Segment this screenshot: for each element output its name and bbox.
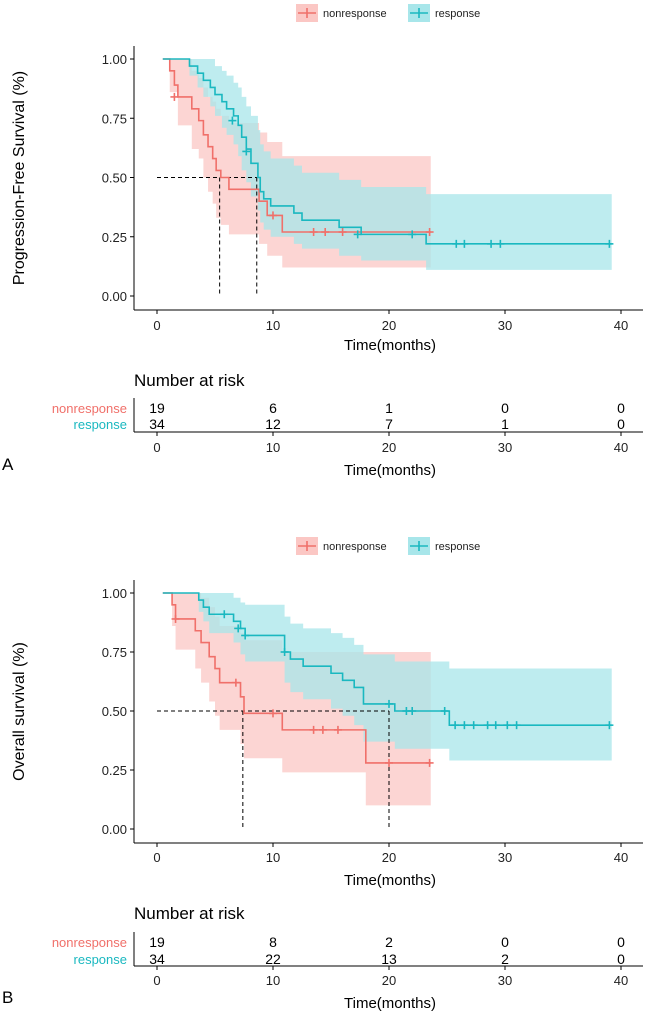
risk-x-tick-label: 20 — [382, 440, 396, 455]
risk-x-axis-title: Time(months) — [344, 462, 436, 479]
survival-curve-response — [162, 592, 612, 726]
y-axis-title: Progression-Free Survival (%) — [11, 71, 28, 285]
ci-band-nonresponse — [162, 593, 431, 806]
risk-table-title: Number at risk — [134, 904, 245, 923]
risk-value-response: 0 — [617, 416, 625, 432]
risk-x-tick-label: 30 — [498, 440, 512, 455]
risk-value-response: 12 — [265, 416, 281, 432]
x-tick-label: 40 — [614, 318, 628, 333]
legend-label-response: response — [435, 8, 480, 20]
risk-value-response: 2 — [501, 951, 509, 967]
ci-band-response — [162, 59, 612, 270]
risk-value-nonresponse: 19 — [149, 934, 165, 950]
x-tick-label: 0 — [153, 318, 160, 333]
legend-label-nonresponse: nonresponse — [323, 541, 387, 553]
risk-value-response: 13 — [381, 951, 397, 967]
x-axis-title: Time(months) — [344, 872, 436, 889]
risk-x-axis-title: Time(months) — [344, 995, 436, 1012]
risk-value-response: 1 — [501, 416, 509, 432]
risk-row-label-nonresponse: nonresponse — [52, 935, 127, 950]
y-tick-label: 0.75 — [102, 645, 127, 660]
risk-x-tick-label: 40 — [614, 973, 628, 988]
risk-value-nonresponse: 1 — [385, 400, 393, 416]
y-tick-label: 0.50 — [102, 704, 127, 719]
risk-x-tick-label: 0 — [153, 973, 160, 988]
panel-label: A — [2, 455, 14, 474]
x-tick-label: 40 — [614, 850, 628, 865]
risk-table-title: Number at risk — [134, 371, 245, 390]
risk-value-response: 22 — [265, 951, 281, 967]
legend-label-response: response — [435, 541, 480, 553]
y-tick-label: 1.00 — [102, 52, 127, 67]
y-tick-label: 0.00 — [102, 822, 127, 837]
legend-label-nonresponse: nonresponse — [323, 8, 387, 20]
y-tick-label: 0.50 — [102, 171, 127, 186]
survival-curve-nonresponse — [162, 58, 431, 233]
risk-x-tick-label: 30 — [498, 973, 512, 988]
risk-value-nonresponse: 8 — [269, 934, 277, 950]
risk-value-nonresponse: 2 — [385, 934, 393, 950]
risk-row-label-response: response — [74, 417, 127, 432]
risk-row-label-nonresponse: nonresponse — [52, 401, 127, 416]
risk-value-response: 34 — [149, 951, 165, 967]
risk-x-tick-label: 40 — [614, 440, 628, 455]
risk-x-tick-label: 20 — [382, 973, 396, 988]
y-tick-label: 0.25 — [102, 230, 127, 245]
risk-value-response: 0 — [617, 951, 625, 967]
x-axis-title: Time(months) — [344, 337, 436, 354]
y-axis-title: Overall survival (%) — [11, 642, 28, 781]
risk-value-nonresponse: 6 — [269, 400, 277, 416]
risk-value-nonresponse: 19 — [149, 400, 165, 416]
panel-label: B — [2, 988, 13, 1007]
x-tick-label: 30 — [498, 850, 512, 865]
risk-x-tick-label: 10 — [266, 440, 280, 455]
x-tick-label: 20 — [382, 850, 396, 865]
risk-value-response: 7 — [385, 416, 393, 432]
risk-value-response: 34 — [149, 416, 165, 432]
survival-curve-response — [162, 58, 612, 245]
y-tick-label: 1.00 — [102, 586, 127, 601]
x-tick-label: 20 — [382, 318, 396, 333]
y-tick-label: 0.25 — [102, 763, 127, 778]
risk-value-nonresponse: 0 — [617, 934, 625, 950]
risk-x-tick-label: 0 — [153, 440, 160, 455]
y-tick-label: 0.75 — [102, 111, 127, 126]
x-tick-label: 0 — [153, 850, 160, 865]
risk-value-nonresponse: 0 — [501, 934, 509, 950]
risk-x-tick-label: 10 — [266, 973, 280, 988]
risk-row-label-response: response — [74, 952, 127, 967]
x-tick-label: 10 — [266, 850, 280, 865]
x-tick-label: 30 — [498, 318, 512, 333]
x-tick-label: 10 — [266, 318, 280, 333]
risk-value-nonresponse: 0 — [617, 400, 625, 416]
risk-value-nonresponse: 0 — [501, 400, 509, 416]
y-tick-label: 0.00 — [102, 289, 127, 304]
